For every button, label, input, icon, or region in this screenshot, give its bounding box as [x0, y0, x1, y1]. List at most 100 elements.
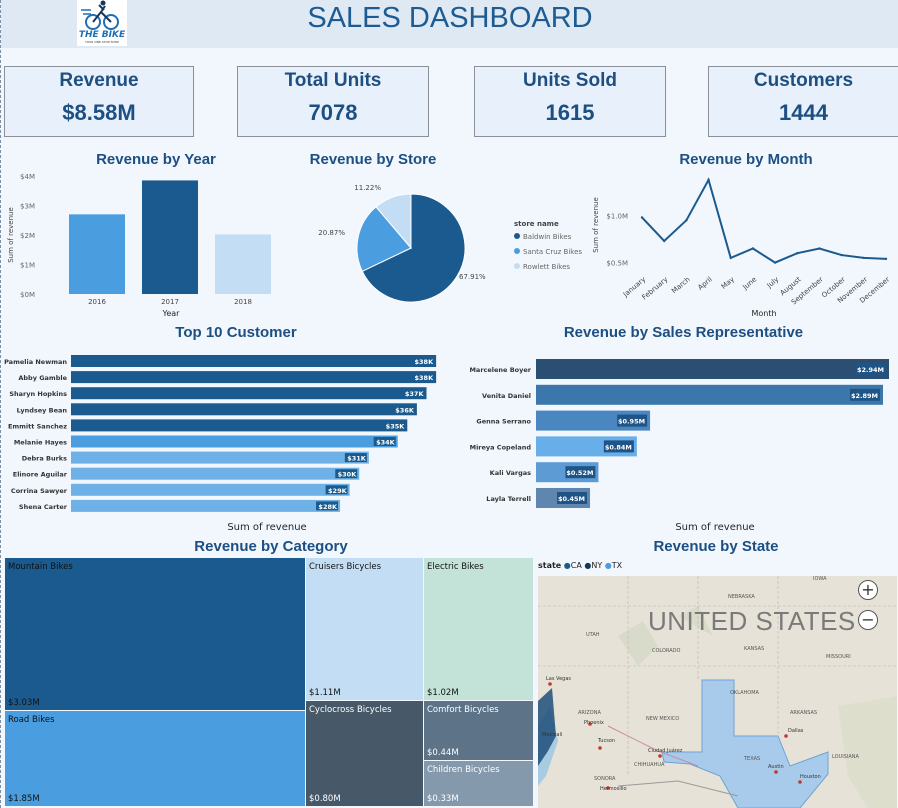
bar[interactable]: [71, 451, 369, 464]
category-label: Mireya Copeland: [470, 443, 532, 451]
data-label: $38K: [415, 374, 435, 382]
map-place-label: Mexicali: [542, 732, 563, 738]
bar[interactable]: [536, 359, 889, 379]
data-label: $29K: [328, 487, 348, 495]
bar[interactable]: [71, 403, 417, 416]
data-label: $35K: [386, 422, 406, 430]
map-place-label: LOUISIANA: [832, 754, 859, 760]
kpi-revenue-card: Revenue $8.58M: [4, 66, 194, 137]
data-label: $30K: [338, 471, 358, 479]
bar[interactable]: [536, 384, 883, 405]
zoom-out-button[interactable]: −: [858, 610, 878, 630]
kpi-label: Units Sold: [523, 70, 617, 91]
treemap-cell[interactable]: Cruisers Bicycles $1.11M: [306, 558, 423, 700]
line-point[interactable]: [773, 261, 777, 264]
map-legend-label: state: [538, 561, 562, 570]
bar[interactable]: [71, 355, 437, 367]
sales-rep-chart[interactable]: Marcelene Boyer $2.94M Venita Daniel $2.89M…: [456, 350, 898, 540]
category-label: Layla Terrell: [486, 495, 531, 503]
zoom-in-button[interactable]: +: [858, 580, 878, 600]
y-tick-label: $1.0M: [606, 213, 628, 221]
bar[interactable]: [215, 234, 271, 294]
page-title: SALES DASHBOARD: [307, 2, 593, 34]
bar[interactable]: [71, 483, 350, 496]
map-place-label: Ciudad Juárez: [648, 748, 683, 754]
line-point[interactable]: [751, 247, 755, 250]
treemap-cell-label: Cruisers Bicycles: [309, 562, 382, 572]
treemap-cell[interactable]: Comfort Bicycles $0.44M: [424, 701, 533, 760]
kpi-total-units-card: Total Units 7078: [237, 66, 429, 137]
map-place-label: OKLAHOMA: [730, 690, 759, 696]
category-label: Genna Serrano: [476, 418, 531, 426]
line-series[interactable]: [641, 177, 887, 264]
x-tick-label: March: [670, 275, 691, 295]
data-label: $38K: [415, 358, 435, 366]
line-point[interactable]: [662, 239, 666, 243]
revenue-by-state-title: Revenue by State: [653, 538, 779, 555]
data-label-bg: [335, 469, 358, 479]
revenue-by-year-title: Revenue by Year: [96, 151, 216, 168]
revenue-by-store-chart[interactable]: 67.91% 20.87% 11.22% store name Baldwin Bike…: [301, 170, 601, 320]
kpi-value: 1615: [545, 100, 595, 125]
data-label-bg: [412, 356, 435, 366]
line-point[interactable]: [796, 252, 799, 255]
data-label: $36K: [395, 406, 415, 414]
category-label: Debra Burks: [22, 455, 67, 463]
treemap-cell[interactable]: Children Bicycles $0.33M: [424, 761, 533, 806]
data-label: $28K: [318, 503, 338, 511]
bar[interactable]: [71, 435, 398, 448]
bar[interactable]: [71, 371, 437, 384]
data-label-bg: [557, 492, 588, 504]
bar[interactable]: [71, 387, 427, 400]
bar[interactable]: [142, 180, 198, 294]
top-customer-chart[interactable]: Pamelia Newman $38K Abby Gamble $38K Sharyn …: [1, 350, 451, 540]
y-axis-label: Sum of revenue: [592, 197, 600, 253]
x-axis-label: Sum of revenue: [227, 522, 306, 533]
category-label: Lyndsey Bean: [17, 406, 68, 414]
kpi-value: $8.58M: [62, 100, 136, 125]
line-point[interactable]: [862, 256, 866, 260]
legend-marker: [514, 248, 520, 254]
pie-value-label: 67.91%: [459, 273, 486, 281]
map-country-label: UNITED STATES: [648, 606, 856, 636]
line-point[interactable]: [707, 178, 710, 182]
line-point[interactable]: [818, 247, 821, 250]
treemap-cell[interactable]: Road Bikes $1.85M: [5, 711, 305, 806]
treemap-cell[interactable]: Cyclocross Bicycles $0.80M: [306, 701, 423, 806]
treemap-cell[interactable]: Mountain Bikes $3.03M: [5, 558, 305, 710]
kpi-label: Revenue: [59, 70, 139, 91]
treemap-cell[interactable]: Electric Bikes $1.02M: [424, 558, 533, 700]
line-point[interactable]: [640, 216, 644, 219]
revenue-by-year-chart[interactable]: $0M $1M $2M $3M $4M 2016 2017 2018 Year Sum of re…: [1, 170, 291, 320]
data-label-bg: [412, 372, 435, 382]
header-bar: [1, 0, 898, 48]
line-point[interactable]: [884, 257, 888, 261]
data-label-bg: [383, 420, 406, 430]
revenue-by-month-title: Revenue by Month: [679, 151, 813, 168]
us-map[interactable]: NEBRASKA IOWA UTAH COLORADO KANSAS MISSO…: [538, 576, 897, 808]
bar[interactable]: [71, 499, 341, 512]
pie-slice[interactable]: [356, 206, 412, 272]
pie-value-label: 11.22%: [354, 184, 381, 192]
pie-slice[interactable]: [361, 193, 466, 303]
data-label: $31K: [347, 455, 367, 463]
bar[interactable]: [71, 419, 408, 432]
map-place-label: ARIZONA: [578, 710, 601, 716]
x-axis-label: Year: [162, 309, 181, 318]
map-place-label: NEW MEXICO: [646, 716, 680, 722]
treemap-cell-value: $1.11M: [309, 688, 341, 698]
logo-subtext: YOUR ONE STOP SHOP: [85, 40, 119, 44]
data-label: $37K: [405, 390, 425, 398]
line-point[interactable]: [840, 253, 843, 257]
bar[interactable]: [71, 467, 360, 480]
bar[interactable]: [69, 214, 125, 294]
y-tick-label: $3M: [20, 203, 35, 211]
pie-slice[interactable]: [375, 193, 412, 250]
line-point[interactable]: [729, 256, 732, 260]
data-label-bg: [373, 437, 396, 446]
legend-entry: Rowlett Bikes: [523, 263, 570, 271]
treemap-cell-label: Road Bikes: [8, 715, 55, 725]
line-point[interactable]: [685, 219, 688, 222]
revenue-by-category-treemap[interactable]: Mountain Bikes $3.03M Road Bikes $1.85M Crui…: [5, 558, 533, 806]
